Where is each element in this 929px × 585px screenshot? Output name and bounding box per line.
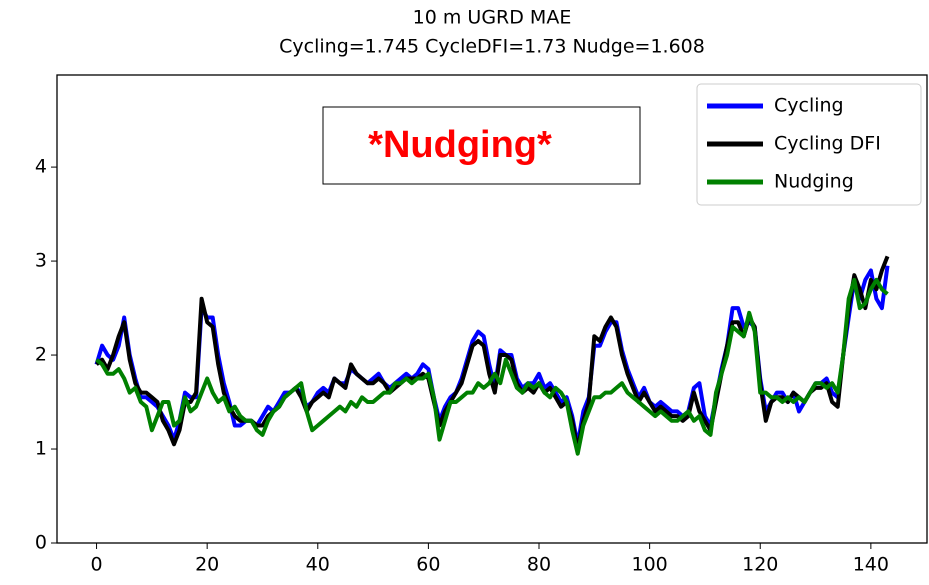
legend-box [696,83,922,206]
annotation-box [322,106,641,185]
legend-label: Cycling DFI [774,133,881,155]
y-tick-label: 0 [35,532,47,554]
chart-title: 10 m UGRD MAE [413,7,572,29]
x-tick-label: 0 [90,554,102,576]
line-series [95,277,889,456]
legend-label: Cycling [774,95,844,117]
line-series [95,255,890,451]
x-tick-label: 100 [631,554,667,576]
chart-subtitle: Cycling=1.745 CycleDFI=1.73 Nudge=1.608 [279,36,705,58]
x-tick-label: 140 [853,554,889,576]
y-tick-label: 2 [35,344,47,366]
x-tick-label: 60 [416,554,440,576]
x-tick-label: 120 [742,554,778,576]
x-tick-label: 80 [527,554,551,576]
x-tick-label: 20 [195,554,219,576]
y-tick-label: 1 [35,438,47,460]
y-tick-label: 3 [35,250,47,272]
legend-label: Nudging [774,171,854,193]
y-tick-label: 4 [35,156,47,178]
plot-frame [56,74,928,544]
annotation: *Nudging* [368,124,552,166]
x-tick-label: 40 [306,554,330,576]
